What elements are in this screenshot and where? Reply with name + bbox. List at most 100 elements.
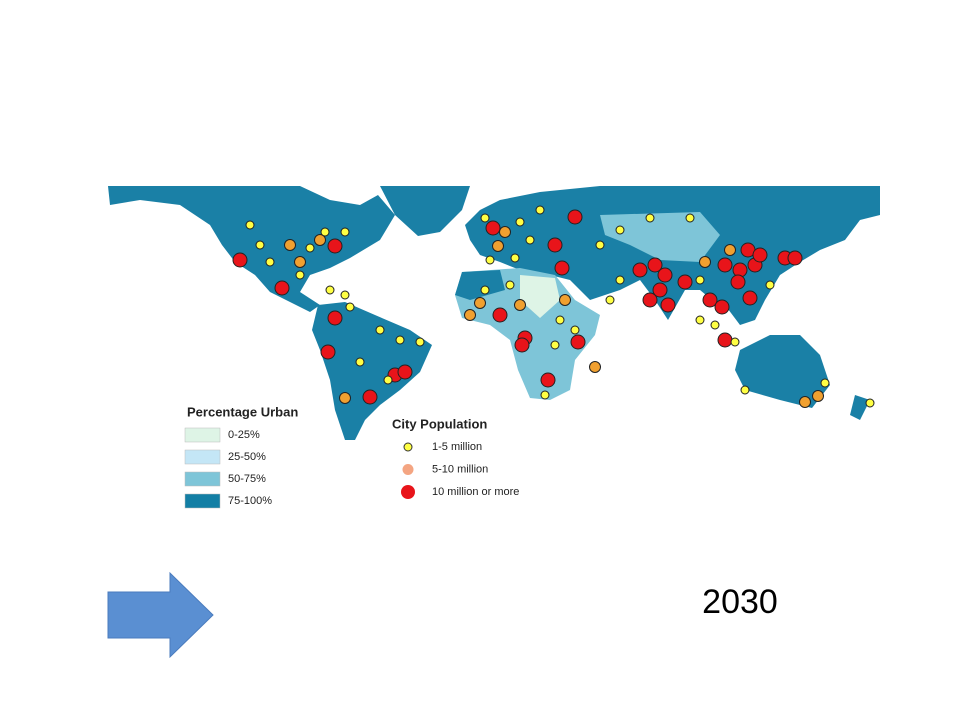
next-arrow[interactable] [107,571,214,659]
city-dots [232,205,875,408]
city-dot [284,239,296,251]
legend-label: 75-100% [228,495,272,507]
legend-dot [402,464,414,475]
city-dot [717,332,733,348]
city-dot [515,217,525,227]
city-dot [605,295,615,305]
city-dot [480,285,490,295]
city-dot [740,385,750,395]
legend-swatch [184,449,221,465]
city-dot [595,240,605,250]
city-dot [799,396,811,408]
city-dot [327,238,343,254]
city-dot [274,280,290,296]
city-dot [320,227,330,237]
city-dot [245,220,255,230]
greenland [380,186,470,236]
city-dot [657,267,673,283]
legend: Percentage Urban City Population 0-25% 25… [184,404,519,509]
city-dot [615,275,625,285]
city-dot [510,253,520,263]
city-dot [730,274,746,290]
city-dot [695,315,705,325]
city-dot [474,297,486,309]
city-dot [547,237,563,253]
city-dot [724,244,736,256]
city-dot [632,262,648,278]
legend-dot [403,442,413,452]
new-zealand [850,395,870,420]
city-dot [232,252,248,268]
city-dot [812,390,824,402]
legend-title: Percentage Urban [187,404,298,419]
city-dot [554,260,570,276]
city-dot [464,309,476,321]
city-dot [559,294,571,306]
city-dot [550,340,560,350]
city-dot [505,280,515,290]
city-dot [865,398,875,408]
city-dot [345,302,355,312]
city-dot [710,320,720,330]
city-dot [652,282,668,298]
city-dot [514,337,530,353]
city-dot [589,361,601,373]
city-dot [492,240,504,252]
city-dot [714,299,730,315]
city-dot [499,226,511,238]
city-dot [765,280,775,290]
north-africa [455,270,505,300]
city-dot [535,205,545,215]
city-dot [265,257,275,267]
city-dot [355,357,365,367]
city-dot [514,299,526,311]
city-dot [540,372,556,388]
city-dot [375,325,385,335]
city-dot [699,256,711,268]
legend-label: 1-5 million [432,441,482,453]
city-dot [647,257,663,273]
year-label: 2030 [702,583,778,621]
city-dot [320,344,336,360]
city-dot [570,325,580,335]
city-dot [525,235,535,245]
legend-label: 0-25% [228,429,260,441]
city-dot [820,378,830,388]
city-dot [255,240,265,250]
city-dot [362,389,378,405]
city-dot [540,390,550,400]
city-dot [383,375,393,385]
legend-title: City Population [392,416,487,431]
legend-label: 10 million or more [432,486,519,498]
australia [735,335,830,408]
legend-label: 50-75% [228,473,266,485]
city-dot [340,227,350,237]
city-dot [615,225,625,235]
city-dot [395,335,405,345]
central-asia [600,212,720,262]
city-dot [555,315,565,325]
city-dot [787,250,803,266]
city-dot [695,275,705,285]
city-dot [567,209,583,225]
city-dot [305,243,315,253]
city-dot [314,234,326,246]
city-dot [642,292,658,308]
city-dot [339,392,351,404]
city-dot [570,334,586,350]
city-dot [492,307,508,323]
legend-swatch [184,471,221,487]
city-dot [415,337,425,347]
city-dot [752,247,768,263]
city-dot [485,220,501,236]
north-america [108,186,395,312]
city-dot [645,213,655,223]
city-dot [702,292,718,308]
city-dot [327,310,343,326]
city-dot [717,257,733,273]
legend-swatch [184,493,221,509]
city-dot [340,290,350,300]
city-dot [397,364,413,380]
city-dot [325,285,335,295]
